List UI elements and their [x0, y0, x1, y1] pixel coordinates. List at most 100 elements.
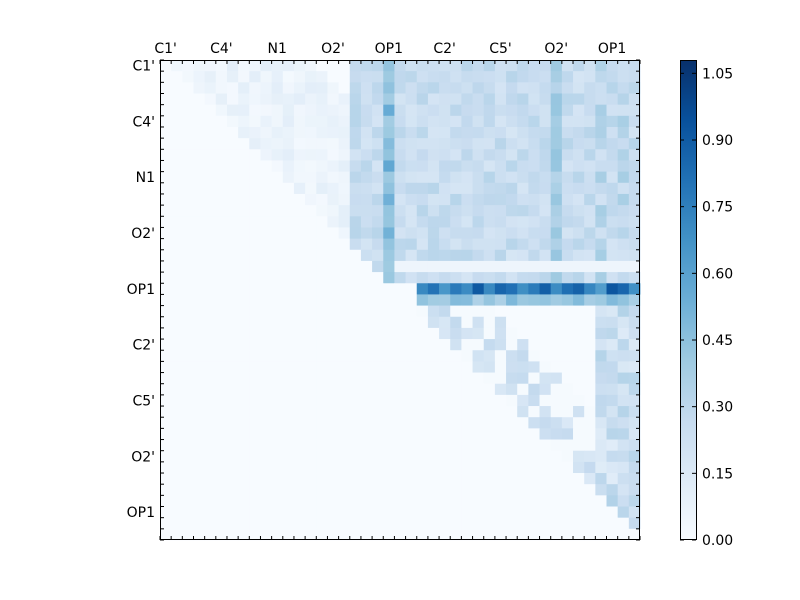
- heatmap-cell: [606, 272, 619, 284]
- heatmap-cell: [360, 473, 373, 485]
- heatmap-cell: [383, 327, 395, 340]
- heatmap-cell: [573, 60, 585, 72]
- heatmap-cell: [372, 517, 384, 530]
- heatmap-cell: [305, 350, 317, 362]
- heatmap-cell: [606, 428, 619, 440]
- heatmap-cell: [573, 506, 585, 519]
- heatmap-cell: [349, 283, 362, 295]
- heatmap-cell: [204, 272, 217, 284]
- heatmap-cell: [271, 60, 284, 72]
- heatmap-cell: [517, 495, 529, 507]
- heatmap-cell: [338, 71, 351, 83]
- heatmap-cell: [282, 439, 295, 452]
- heatmap-cell: [305, 205, 317, 217]
- heatmap-cell: [517, 283, 529, 295]
- heatmap-cell: [271, 93, 284, 106]
- heatmap-cell: [517, 316, 529, 329]
- heatmap-cell: [171, 205, 183, 217]
- heatmap-cell: [584, 294, 596, 306]
- y-tick-label: C5': [132, 393, 155, 409]
- heatmap-cell: [528, 528, 540, 541]
- heatmap-cell: [517, 238, 529, 251]
- heatmap-cell: [506, 394, 518, 407]
- heatmap-cell: [338, 417, 351, 429]
- heatmap-cell: [628, 71, 641, 83]
- heatmap-cell: [316, 138, 328, 150]
- heatmap-cell: [483, 171, 496, 184]
- heatmap-cell: [517, 450, 529, 463]
- heatmap-cell: [204, 327, 217, 340]
- heatmap-cell: [506, 506, 518, 519]
- heatmap-cell: [282, 71, 295, 83]
- heatmap-cell: [405, 205, 418, 217]
- heatmap-cell: [472, 238, 485, 251]
- heatmap-cell: [517, 406, 529, 418]
- heatmap-cell: [327, 439, 339, 452]
- heatmap-cell: [349, 417, 362, 429]
- heatmap-cell: [528, 484, 540, 496]
- heatmap-cell: [550, 283, 563, 295]
- heatmap-cell: [171, 193, 183, 206]
- heatmap-cell: [416, 227, 429, 239]
- heatmap-cell: [528, 383, 540, 396]
- heatmap-cell: [539, 372, 552, 385]
- heatmap-cell: [539, 193, 552, 206]
- heatmap-cell: [450, 216, 462, 228]
- heatmap-cell: [461, 350, 473, 362]
- heatmap-cell: [606, 149, 619, 161]
- y-tick-label: N1: [136, 170, 155, 186]
- heatmap-cell: [238, 126, 250, 139]
- heatmap-cell: [305, 495, 317, 507]
- heatmap-cell: [405, 316, 418, 329]
- heatmap-cell: [584, 528, 596, 541]
- heatmap-cell: [349, 473, 362, 485]
- heatmap-cell: [383, 439, 395, 452]
- heatmap-cell: [271, 461, 284, 474]
- heatmap-cell: [349, 506, 362, 519]
- heatmap-cell: [383, 71, 395, 83]
- heatmap-cell: [372, 383, 384, 396]
- heatmap-cell: [226, 350, 239, 362]
- heatmap-cell: [282, 171, 295, 184]
- heatmap-cell: [193, 327, 206, 340]
- heatmap-cell: [550, 71, 563, 83]
- heatmap-cell: [293, 138, 306, 150]
- heatmap-cell: [215, 406, 228, 418]
- heatmap-cell: [160, 506, 172, 519]
- heatmap-cell: [617, 93, 630, 106]
- heatmap-cell: [628, 115, 641, 128]
- heatmap-cell: [249, 249, 261, 262]
- heatmap-cell: [628, 517, 641, 530]
- heatmap-cell: [561, 227, 574, 239]
- heatmap-cell: [584, 428, 596, 440]
- heatmap-cell: [271, 316, 284, 329]
- heatmap-cell: [282, 506, 295, 519]
- heatmap-cell: [528, 372, 540, 385]
- heatmap-cell: [550, 216, 563, 228]
- heatmap-cell: [171, 372, 183, 385]
- heatmap-cell: [226, 182, 239, 195]
- heatmap-cell: [160, 227, 172, 239]
- heatmap-cell: [595, 372, 607, 385]
- heatmap-cell: [171, 506, 183, 519]
- heatmap-cell: [316, 417, 328, 429]
- heatmap-cell: [573, 305, 585, 318]
- heatmap-cell: [461, 283, 473, 295]
- heatmap-cell: [383, 249, 395, 262]
- heatmap-cell: [316, 227, 328, 239]
- heatmap-cell: [606, 439, 619, 452]
- heatmap-cell: [584, 517, 596, 530]
- heatmap-cell: [628, 171, 641, 184]
- heatmap-cell: [472, 406, 485, 418]
- heatmap-cell: [427, 205, 440, 217]
- heatmap-cell: [249, 372, 261, 385]
- heatmap-cell: [204, 82, 217, 94]
- heatmap-cell: [327, 149, 339, 161]
- heatmap-cell: [606, 71, 619, 83]
- heatmap-cell: [595, 316, 607, 329]
- heatmap-cell: [293, 417, 306, 429]
- heatmap-cell: [439, 82, 451, 94]
- heatmap-cell: [506, 417, 518, 429]
- heatmap-cell: [316, 171, 328, 184]
- heatmap-cell: [360, 115, 373, 128]
